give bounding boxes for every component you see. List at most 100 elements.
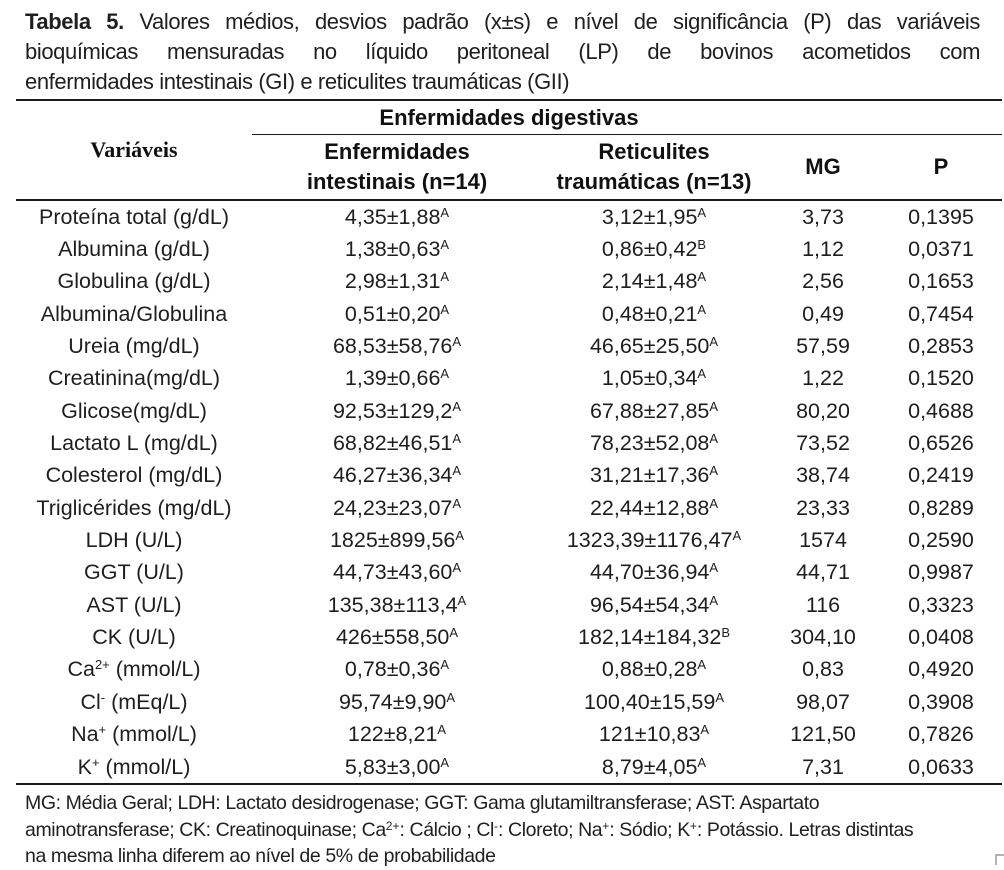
superscript-label: A: [449, 625, 459, 641]
variable-label: Glicose(mg/dL): [61, 398, 207, 423]
superscript-label: +: [602, 818, 610, 833]
gi-value: 44,73±43,60A: [332, 560, 462, 585]
superscript-label: A: [452, 398, 462, 414]
group-header-row: Variáveis Enfermidades digestivas: [16, 100, 1002, 201]
resize-handle-artifact: [995, 854, 1004, 865]
column-header-gi: Enfermidades intestinais (n=14): [252, 134, 542, 201]
mg-value: 121,50: [790, 722, 856, 747]
mg-value: 0,49: [802, 301, 844, 326]
superscript-label: -: [493, 818, 498, 833]
gii-value: 0,86±0,42B: [601, 237, 707, 262]
mg-value: 98,07: [796, 689, 850, 714]
gi-value: 68,82±46,51A: [332, 431, 462, 456]
superscript-label: A: [457, 592, 467, 608]
variable-label: K+ (mmol/L): [77, 754, 191, 779]
superscript-label: A: [440, 269, 450, 285]
p-value: 0,2853: [908, 334, 974, 359]
superscript-label: A: [709, 463, 719, 479]
superscript-label: A: [697, 657, 707, 673]
variable-label: Albumina (g/dL): [58, 237, 210, 262]
superscript-label: A: [709, 495, 719, 511]
mg-value: 23,33: [796, 495, 850, 520]
variable-label: Creatinina(mg/dL): [47, 366, 221, 391]
variable-label: Colesterol (mg/dL): [45, 463, 223, 488]
superscript-label: A: [455, 528, 465, 544]
table-row: Na+ (mmol/L) 122±8,21A 121±10,83A 121,50 0,7…: [16, 719, 1002, 751]
superscript-label: A: [697, 204, 707, 220]
mg-value: 57,59: [796, 334, 850, 359]
superscript-label: +: [98, 722, 107, 738]
column-header-gii-line2: traumáticas (n=13): [556, 169, 752, 194]
superscript-label: A: [452, 334, 462, 350]
column-header-mg: MG: [766, 134, 880, 201]
p-value: 0,1653: [908, 269, 974, 294]
column-header-gii: Reticulites traumáticas (n=13): [542, 134, 766, 201]
gii-value: 3,12±1,95A: [601, 204, 707, 229]
caption-text-3: enfermidades intestinais (GI) e reticuli…: [25, 69, 570, 94]
superscript-label: A: [437, 722, 447, 738]
variable-label: Albumina/Globulina: [40, 301, 228, 326]
gii-value: 1323,39±1176,47A: [566, 528, 742, 553]
group-header-enfermidades-digestivas: Enfermidades digestivas: [252, 100, 766, 135]
superscript-label: A: [452, 495, 462, 511]
mg-value: 38,74: [796, 463, 850, 488]
gi-value: 95,74±9,90A: [338, 689, 456, 714]
gi-value: 4,35±1,88A: [344, 204, 450, 229]
superscript-label: A: [697, 366, 707, 382]
variable-label: Na+ (mmol/L): [71, 722, 197, 747]
column-header-row: Enfermidades intestinais (n=14) Reticuli…: [16, 134, 1002, 201]
mg-value: 80,20: [796, 398, 850, 423]
caption-text-1: Valores médios, desvios padrão (x±s) e n…: [139, 9, 980, 34]
superscript-label: A: [709, 560, 719, 576]
superscript-label: A: [709, 398, 719, 414]
gii-value: 121±10,83A: [598, 722, 710, 747]
column-header-gi-line2: intestinais (n=14): [306, 169, 488, 194]
superscript-label: A: [440, 366, 450, 382]
gi-value: 0,51±0,20A: [344, 301, 450, 326]
table-row: Cl- (mEq/L) 95,74±9,90A 100,40±15,59A 98,07…: [16, 686, 1002, 718]
gii-value: 2,14±1,48A: [601, 269, 707, 294]
superscript-label: A: [440, 657, 450, 673]
p-value: 0,1395: [908, 204, 974, 229]
table-row: Lactato L (mg/dL) 68,82±46,51A 78,23±52,08…: [16, 427, 1002, 459]
variable-label: LDH (U/L): [85, 528, 183, 553]
table-footnote: MG: Média Geral; LDH: Lactato desidrogen…: [25, 790, 1004, 870]
table-row: Ureia (mg/dL) 68,53±58,76A 46,65±25,50A 57,…: [16, 330, 1002, 362]
superscript-label: A: [709, 334, 719, 350]
superscript-label: A: [452, 463, 462, 479]
gi-value: 1,39±0,66A: [344, 366, 450, 391]
gii-value: 0,88±0,28A: [601, 657, 707, 682]
table-row: Albumina/Globulina 0,51±0,20A 0,48±0,21A 0,…: [16, 298, 1002, 330]
superscript-label: A: [440, 301, 450, 317]
caption-table-number: Tabela 5.: [25, 9, 124, 34]
superscript-label: A: [700, 722, 710, 738]
table-row: GGT (U/L) 44,73±43,60A 44,70±36,94A 44,71 0,…: [16, 557, 1002, 589]
gii-value: 22,44±12,88A: [589, 495, 719, 520]
gi-value: 46,27±36,34A: [332, 463, 462, 488]
p-value: 0,2590: [908, 528, 974, 553]
variable-label: GGT (U/L): [84, 560, 184, 585]
superscript-label: 2+: [94, 657, 110, 673]
variable-label: Lactato L (mg/dL): [50, 431, 218, 456]
results-table: Variáveis Enfermidades digestivas Enferm…: [16, 99, 1002, 786]
superscript-label: +: [91, 754, 100, 770]
column-header-gi-line1: Enfermidades: [324, 139, 470, 164]
mg-value: 116: [805, 592, 841, 617]
gii-value: 44,70±36,94A: [589, 560, 719, 585]
superscript-label: A: [697, 301, 707, 317]
superscript-label: A: [452, 560, 462, 576]
gii-value: 0,48±0,21A: [601, 301, 707, 326]
p-value: 0,4920: [908, 657, 974, 682]
group-header-spacer-p: [880, 100, 1002, 135]
gii-value: 96,54±54,34A: [589, 592, 719, 617]
superscript-label: A: [697, 754, 707, 770]
p-value: 0,9987: [908, 560, 974, 585]
gii-value: 31,21±17,36A: [589, 463, 719, 488]
superscript-label: B: [721, 625, 730, 641]
gi-value: 1,38±0,63A: [344, 237, 450, 262]
caption-line-1: Tabela 5. Valores médios, desvios padrão…: [25, 7, 980, 37]
gii-value: 67,88±27,85A: [589, 398, 719, 423]
p-value: 0,2419: [908, 463, 974, 488]
table-row: LDH (U/L) 1825±899,56A 1323,39±1176,47A 157…: [16, 524, 1002, 556]
table-header: Variáveis Enfermidades digestivas Enferm…: [16, 100, 1002, 201]
